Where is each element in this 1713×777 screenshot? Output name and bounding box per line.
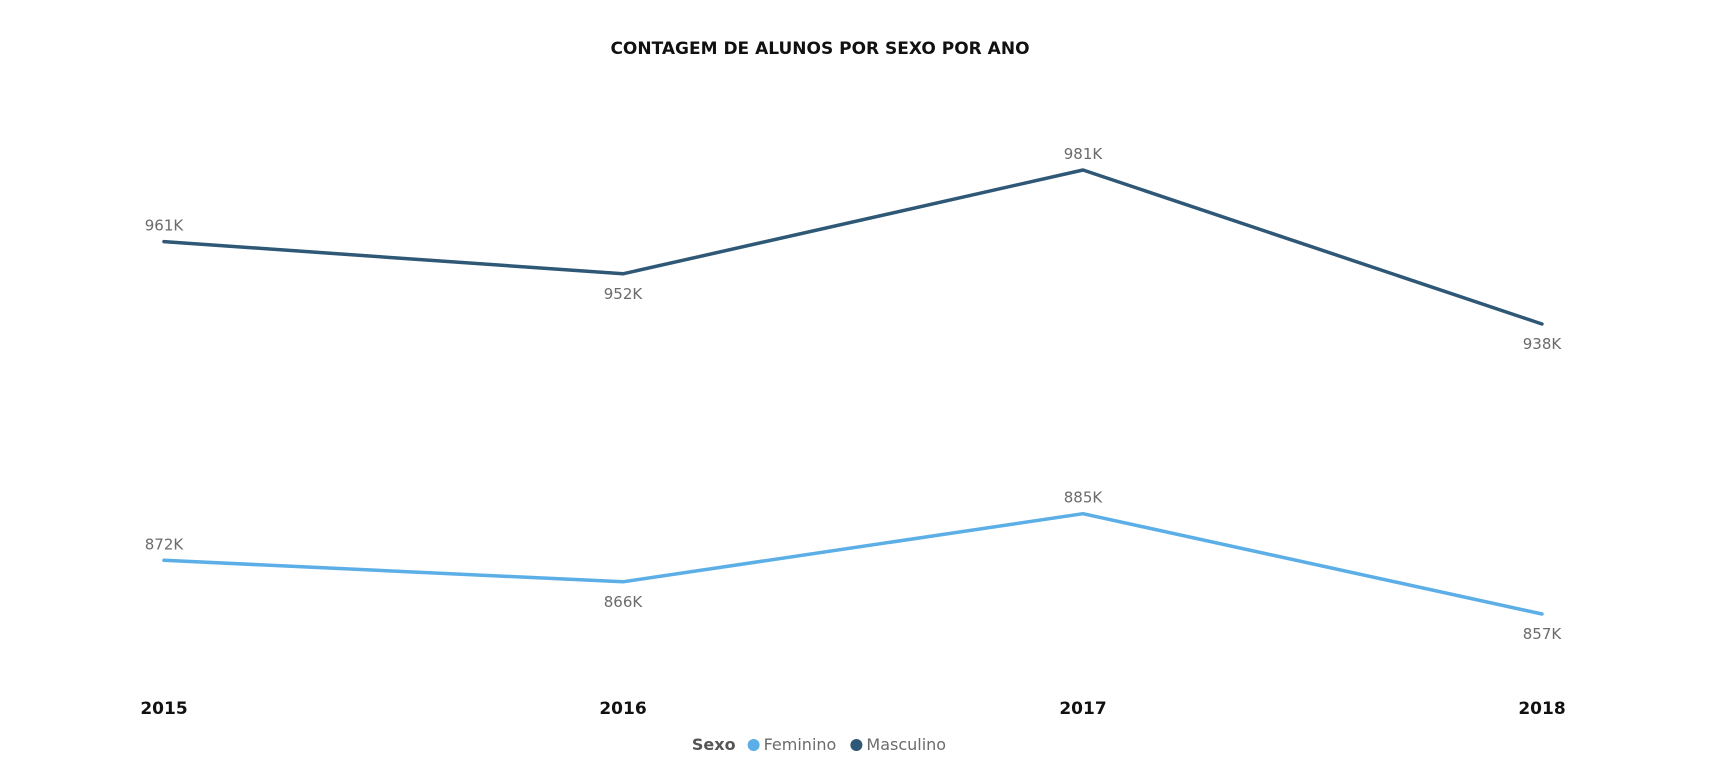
data-label-masculino-2018: 938K <box>1523 335 1563 353</box>
data-label-feminino-2015: 872K <box>145 535 185 553</box>
legend[interactable]: Sexo Feminino Masculino <box>692 735 946 754</box>
series-line-feminino[interactable] <box>162 511 1544 616</box>
x-tick-label-2017: 2017 <box>1059 699 1106 719</box>
x-axis-ticks: 2015 2016 2017 2018 <box>140 699 1565 719</box>
chart-title: CONTAGEM DE ALUNOS POR SEXO POR ANO <box>610 39 1029 59</box>
x-tick-label-2018: 2018 <box>1518 699 1565 719</box>
data-label-feminino-2018: 857K <box>1523 625 1563 643</box>
x-tick-label-2015: 2015 <box>140 699 187 719</box>
legend-label-masculino: Masculino <box>866 735 946 754</box>
legend-marker-masculino <box>850 739 863 751</box>
data-label-feminino-2017: 885K <box>1064 489 1104 507</box>
series-layer <box>162 168 1544 616</box>
legend-label-feminino: Feminino <box>764 735 837 754</box>
legend-marker-feminino <box>747 739 760 751</box>
data-labels-layer: 961K 952K 981K 938K 872K 866K 885K 857K <box>145 145 1563 643</box>
data-label-masculino-2016: 952K <box>604 285 644 303</box>
legend-item-masculino[interactable]: Masculino <box>850 735 946 754</box>
data-label-masculino-2015: 961K <box>145 217 185 235</box>
x-tick-label-2016: 2016 <box>599 699 646 719</box>
data-label-feminino-2016: 866K <box>604 593 644 611</box>
legend-title: Sexo <box>692 735 736 754</box>
series-line-masculino[interactable] <box>162 168 1544 326</box>
legend-item-feminino[interactable]: Feminino <box>747 735 837 754</box>
data-label-masculino-2017: 981K <box>1064 145 1104 163</box>
